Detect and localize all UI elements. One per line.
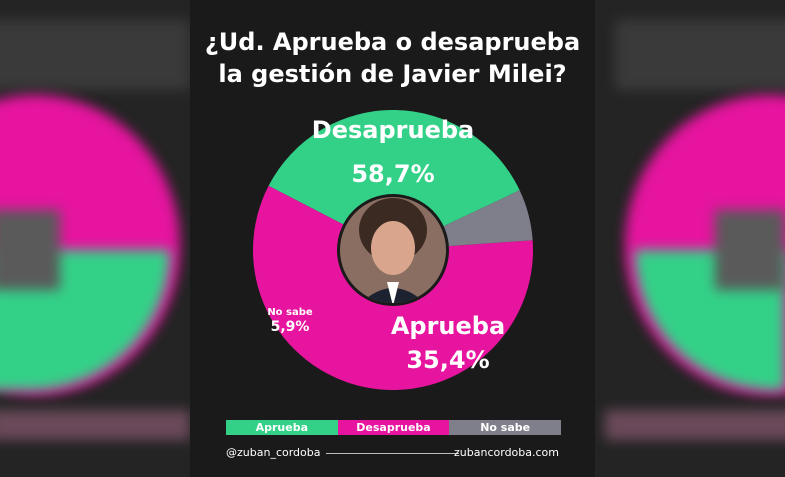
title-line-2: la gestión de Javier Milei? bbox=[218, 60, 567, 88]
blurred-legend bbox=[0, 410, 190, 440]
social-handle: @zuban_cordoba bbox=[226, 446, 321, 459]
blurred-photo bbox=[0, 210, 60, 290]
left-blurred-background bbox=[0, 0, 190, 477]
legend-item-aprueba: Aprueba bbox=[226, 420, 338, 435]
legend-item-desaprueba: Desaprueba bbox=[337, 420, 450, 435]
legend-label-no-sabe: No sabe bbox=[480, 421, 531, 434]
legend: Aprueba Desaprueba No sabe bbox=[226, 420, 562, 435]
legend-label-aprueba: Aprueba bbox=[255, 421, 309, 434]
title-line-1: ¿Ud. Aprueba o desaprueba bbox=[204, 28, 581, 56]
blurred-legend bbox=[605, 410, 785, 440]
slice-value-desaprueba: 58,7% bbox=[351, 160, 434, 188]
slice-label-desaprueba: Desaprueba bbox=[312, 116, 474, 144]
website-link: zubancordoba.com bbox=[454, 446, 559, 459]
slice-label-aprueba: Aprueba bbox=[391, 312, 505, 340]
slice-value-no-sabe: 5,9% bbox=[271, 319, 310, 335]
slice-aprueba bbox=[268, 110, 520, 250]
legend-item-no-sabe: No sabe bbox=[449, 420, 562, 435]
chart-title: ¿Ud. Aprueba o desaprueba la gestión de … bbox=[190, 26, 595, 90]
right-blurred-background bbox=[595, 0, 785, 477]
legend-label-desaprueba: Desaprueba bbox=[356, 421, 431, 434]
slice-label-no-sabe: No sabe bbox=[267, 307, 313, 318]
footer-divider bbox=[326, 453, 459, 454]
blurred-photo bbox=[715, 210, 785, 290]
slice-value-aprueba: 35,4% bbox=[406, 346, 489, 374]
blurred-title-block bbox=[0, 20, 190, 90]
blurred-title-block bbox=[615, 20, 785, 90]
